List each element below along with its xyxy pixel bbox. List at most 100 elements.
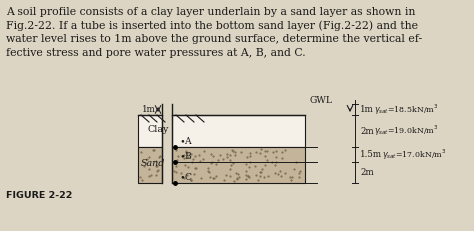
Point xyxy=(210,176,218,179)
Point xyxy=(256,151,264,155)
Point xyxy=(153,169,161,172)
Point xyxy=(199,158,207,161)
Point xyxy=(272,155,279,159)
Point xyxy=(263,158,271,162)
Point xyxy=(217,153,224,157)
Point xyxy=(137,151,145,154)
Point xyxy=(246,151,254,155)
Point xyxy=(153,164,160,168)
Point xyxy=(251,164,259,168)
Bar xyxy=(138,147,162,183)
Text: $\gamma_{sat}$=17.0kN/m$^3$: $\gamma_{sat}$=17.0kN/m$^3$ xyxy=(382,148,447,162)
Point xyxy=(272,171,279,175)
Point xyxy=(227,174,234,178)
Point xyxy=(189,158,197,161)
Point xyxy=(244,174,252,178)
Point xyxy=(213,175,220,178)
Point xyxy=(180,176,188,179)
Point xyxy=(152,173,160,177)
Bar xyxy=(138,115,162,147)
Bar xyxy=(172,115,305,147)
Point xyxy=(244,174,251,178)
Text: A soil profile consists of a clay layer underlain by a sand layer as shown in: A soil profile consists of a clay layer … xyxy=(6,7,415,17)
Point xyxy=(220,178,228,182)
Point xyxy=(208,152,215,156)
Point xyxy=(183,151,191,155)
Text: Fig.2-22. If a tube is inserted into the bottom sand layer (Fig.2-22) and the: Fig.2-22. If a tube is inserted into the… xyxy=(6,21,418,31)
Point xyxy=(228,163,235,167)
Point xyxy=(271,164,279,167)
Bar xyxy=(172,147,305,183)
Point xyxy=(228,149,236,152)
Point xyxy=(154,164,161,168)
Point xyxy=(145,174,153,178)
Point xyxy=(200,149,208,153)
Point xyxy=(229,161,237,165)
Point xyxy=(188,153,195,156)
Point xyxy=(184,165,192,169)
Point xyxy=(231,151,238,154)
Point xyxy=(243,155,251,159)
Point xyxy=(242,173,250,177)
Point xyxy=(157,154,164,158)
Point xyxy=(227,167,234,171)
Point xyxy=(252,173,259,176)
Point xyxy=(243,169,250,173)
Point xyxy=(255,179,262,182)
Point xyxy=(170,169,178,173)
Point xyxy=(278,156,286,160)
Point xyxy=(272,149,280,152)
Point xyxy=(262,163,269,166)
Text: 1m: 1m xyxy=(360,105,374,114)
Point xyxy=(143,157,151,161)
Point xyxy=(226,153,233,157)
Point xyxy=(209,155,217,158)
Point xyxy=(257,147,264,151)
Point xyxy=(195,153,203,157)
Point xyxy=(227,158,234,162)
Point xyxy=(191,172,198,176)
Point xyxy=(172,148,180,152)
Text: 1.5m: 1.5m xyxy=(360,150,382,159)
Point xyxy=(182,149,190,153)
Point xyxy=(278,150,286,154)
Point xyxy=(219,157,227,161)
Point xyxy=(287,178,295,182)
Point xyxy=(147,173,155,177)
Point xyxy=(188,179,195,182)
Point xyxy=(260,175,268,179)
Point xyxy=(206,175,214,179)
Point xyxy=(242,163,249,166)
Point xyxy=(287,176,294,179)
Text: $\bullet$C: $\bullet$C xyxy=(179,171,193,182)
Point xyxy=(256,170,264,173)
Point xyxy=(224,153,231,156)
Point xyxy=(173,158,181,162)
Point xyxy=(192,166,200,169)
Point xyxy=(246,154,253,158)
Point xyxy=(180,153,188,157)
Point xyxy=(140,164,148,168)
Point xyxy=(177,171,184,175)
Point xyxy=(274,172,282,176)
Point xyxy=(207,161,215,165)
Point xyxy=(191,154,199,158)
Point xyxy=(256,174,264,178)
Point xyxy=(269,151,277,154)
Point xyxy=(261,149,268,153)
Point xyxy=(181,163,189,167)
Point xyxy=(209,161,216,164)
Text: 1m: 1m xyxy=(142,105,156,114)
Point xyxy=(210,176,217,179)
Point xyxy=(257,170,264,174)
Point xyxy=(172,170,180,174)
Point xyxy=(188,178,195,181)
Point xyxy=(204,169,212,173)
Point xyxy=(282,148,289,152)
Point xyxy=(264,175,272,178)
Point xyxy=(181,156,188,160)
Point xyxy=(237,150,245,153)
Text: $\gamma_{sat}$=19.0kN/m$^3$: $\gamma_{sat}$=19.0kN/m$^3$ xyxy=(374,124,438,138)
Point xyxy=(215,158,222,162)
Point xyxy=(154,168,162,171)
